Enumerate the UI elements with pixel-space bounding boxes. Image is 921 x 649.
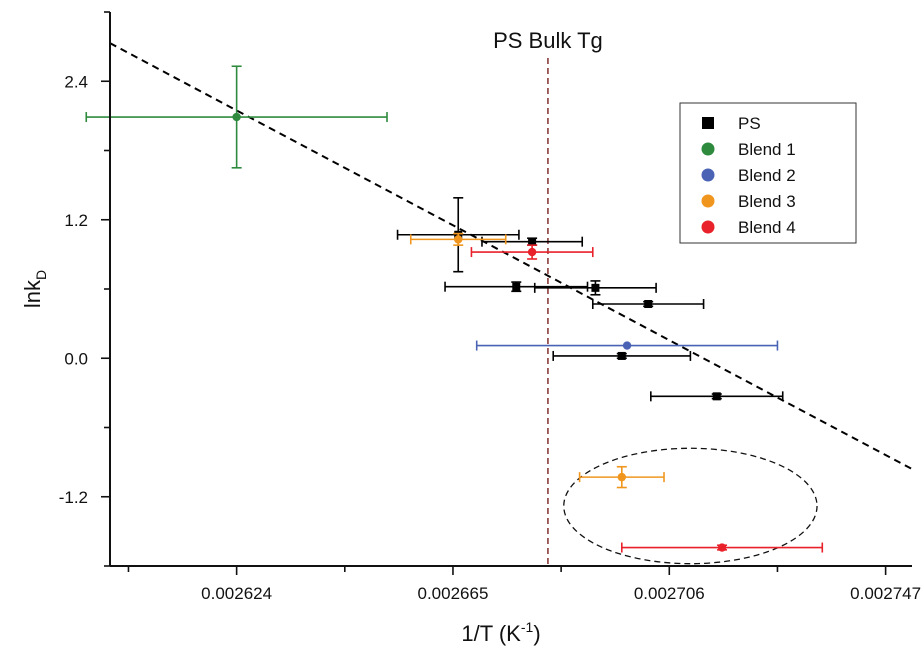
legend-entry-blend-4: Blend 4 bbox=[701, 218, 796, 237]
legend-circle-marker bbox=[701, 168, 715, 182]
legend-label: Blend 1 bbox=[738, 140, 796, 159]
square-marker bbox=[528, 237, 537, 246]
y-tick-label-0: 2.4 bbox=[64, 72, 88, 91]
circle-marker bbox=[527, 247, 537, 257]
legend-circle-marker bbox=[701, 220, 715, 234]
legend-label: Blend 4 bbox=[738, 218, 796, 237]
highlight-ellipse bbox=[563, 447, 818, 565]
square-marker bbox=[712, 392, 721, 401]
fit-line bbox=[110, 42, 912, 470]
legend-label: Blend 2 bbox=[738, 166, 796, 185]
square-marker bbox=[617, 351, 626, 360]
x-tick-label-3: 0.002747 bbox=[850, 584, 921, 603]
x-tick-label-1: 0.002665 bbox=[418, 584, 489, 603]
data-point-blend-4-0 bbox=[470, 244, 594, 260]
x-tick-label-2: 0.002706 bbox=[634, 584, 705, 603]
circle-marker bbox=[454, 235, 463, 244]
data-point-blend-2-0 bbox=[475, 340, 779, 351]
data-point-ps-2 bbox=[444, 281, 589, 293]
legend-entry-ps: PS bbox=[702, 114, 761, 133]
legend-circle-marker bbox=[701, 194, 715, 208]
circle-marker bbox=[717, 543, 727, 552]
data-point-ps-5 bbox=[552, 350, 692, 361]
legend-entry-blend-3: Blend 3 bbox=[701, 192, 796, 211]
legend-label: Blend 3 bbox=[738, 192, 796, 211]
square-marker bbox=[644, 300, 653, 309]
bulk-tg-label: PS Bulk Tg bbox=[493, 28, 603, 53]
y-tick-label-3: -1.2 bbox=[59, 488, 88, 507]
data-point-blend-1-0 bbox=[85, 65, 388, 169]
x-axis-title: 1/T (K-1) bbox=[461, 619, 540, 646]
legend-label: PS bbox=[738, 114, 761, 133]
y-tick-label-2: 0.0 bbox=[64, 349, 88, 368]
circle-marker bbox=[232, 112, 241, 122]
legend-circle-marker bbox=[701, 142, 715, 156]
square-marker bbox=[591, 283, 600, 292]
data-point-ps-4 bbox=[591, 299, 705, 310]
data-point-ps-3 bbox=[533, 280, 657, 296]
circle-marker bbox=[617, 472, 627, 482]
x-tick-label-0: 0.002624 bbox=[201, 584, 272, 603]
data-point-blend-4-1 bbox=[621, 542, 824, 553]
square-marker bbox=[512, 282, 521, 291]
data-point-ps-6 bbox=[650, 391, 784, 402]
legend-square-marker bbox=[702, 117, 714, 129]
y-tick-label-1: 1.2 bbox=[64, 211, 88, 230]
data-point-blend-3-0 bbox=[409, 232, 507, 246]
legend-entry-blend-2: Blend 2 bbox=[701, 166, 796, 185]
y-axis-title: lnkD bbox=[20, 270, 49, 308]
data-point-blend-3-1 bbox=[578, 465, 665, 489]
legend-entry-blend-1: Blend 1 bbox=[701, 140, 796, 159]
circle-marker bbox=[622, 341, 632, 350]
